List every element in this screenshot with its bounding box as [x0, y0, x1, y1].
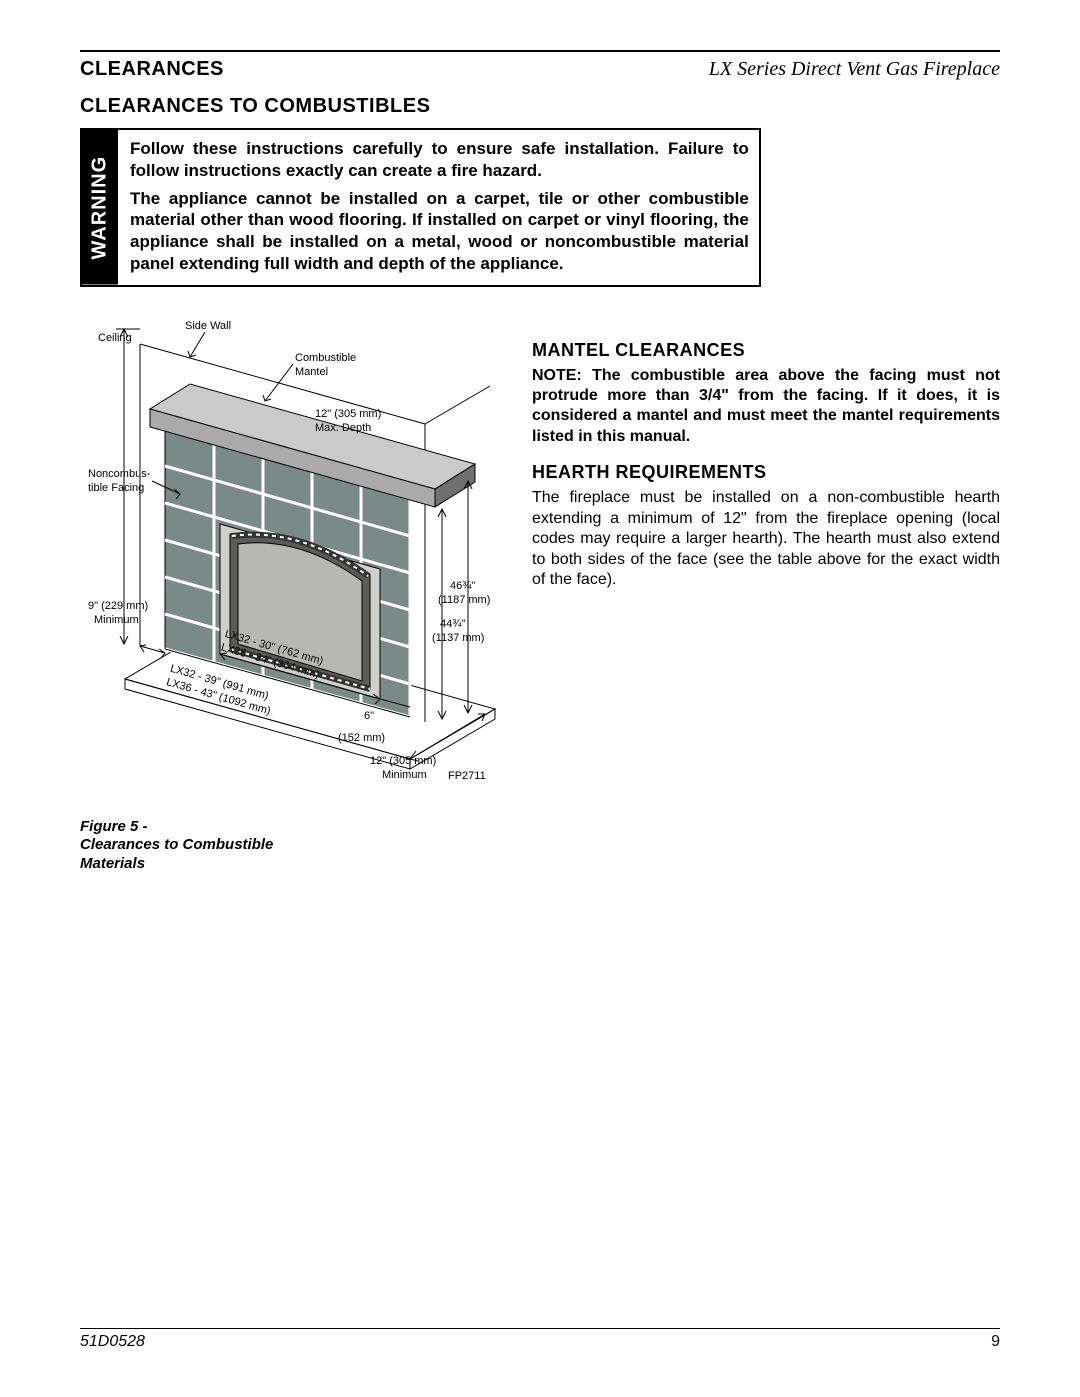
mantel-note: NOTE: The combustible area above the fac… [532, 366, 1000, 448]
footer-left: 51D0528 [80, 1333, 145, 1351]
warning-para-1: Follow these instructions carefully to e… [130, 138, 749, 182]
label-comb-mantel-1: Combustible [295, 352, 356, 364]
label-6in: 6" [364, 710, 374, 722]
label-comb-mantel-2: Mantel [295, 366, 328, 378]
header-right: LX Series Direct Vent Gas Fireplace [709, 58, 1000, 81]
label-leftmin-2: Minimum [94, 614, 139, 626]
figure-caption: Figure 5 - Clearances to Combustible Mat… [80, 818, 510, 874]
subheading: CLEARANCES TO COMBUSTIBLES [80, 95, 1000, 118]
label-6mm: (152 mm) [338, 732, 385, 744]
hearth-heading: HEARTH REQUIREMENTS [532, 461, 1000, 484]
header-left: CLEARANCES [80, 58, 224, 81]
label-noncomb-2: tible Facing [88, 482, 144, 494]
label-ceiling: Ceiling [98, 332, 132, 344]
label-maxdepth-1: 12" (305 mm) [315, 408, 381, 420]
warning-body: Follow these instructions carefully to e… [118, 130, 759, 285]
label-min12-2: Minimum [382, 769, 427, 781]
hearth-body: The fireplace must be installed on a non… [532, 488, 1000, 590]
text-column: MANTEL CLEARANCES NOTE: The combustible … [532, 309, 1000, 874]
label-maxdepth-2: Max. Depth [315, 422, 371, 434]
figure-column: Ceiling Side Wall Combustible Mantel 12"… [80, 309, 510, 874]
figure-diagram: Ceiling Side Wall Combustible Mantel 12"… [80, 309, 510, 809]
warning-tab: WARNING [82, 130, 118, 285]
footer: 51D0528 9 [80, 1328, 1000, 1351]
warning-para-2: The appliance cannot be installed on a c… [130, 188, 749, 275]
header-row: CLEARANCES LX Series Direct Vent Gas Fir… [80, 58, 1000, 81]
mantel-heading: MANTEL CLEARANCES [532, 339, 1000, 362]
label-noncomb-1: Noncombus- [88, 468, 151, 480]
content-row: Ceiling Side Wall Combustible Mantel 12"… [80, 309, 1000, 874]
top-rule [80, 50, 1000, 52]
label-fpcode: FP2711 [448, 770, 486, 782]
caption-line-3: Materials [80, 855, 145, 872]
footer-page-number: 9 [991, 1333, 1000, 1351]
footer-rule [80, 1328, 1000, 1329]
warning-box: WARNING Follow these instructions carefu… [80, 128, 761, 287]
label-sidewall: Side Wall [185, 320, 231, 332]
label-463-1: 46¾" [450, 580, 475, 592]
label-443-1: 44¾" [440, 618, 465, 630]
label-min12-1: 12" (305 mm) [370, 755, 436, 767]
label-leftmin-1: 9" (229 mm) [88, 600, 148, 612]
label-463-mm: (1187 mm) [438, 594, 490, 606]
caption-line-1: Figure 5 - [80, 818, 148, 835]
label-443-mm: (1137 mm) [432, 632, 484, 644]
caption-line-2: Clearances to Combustible [80, 836, 273, 853]
